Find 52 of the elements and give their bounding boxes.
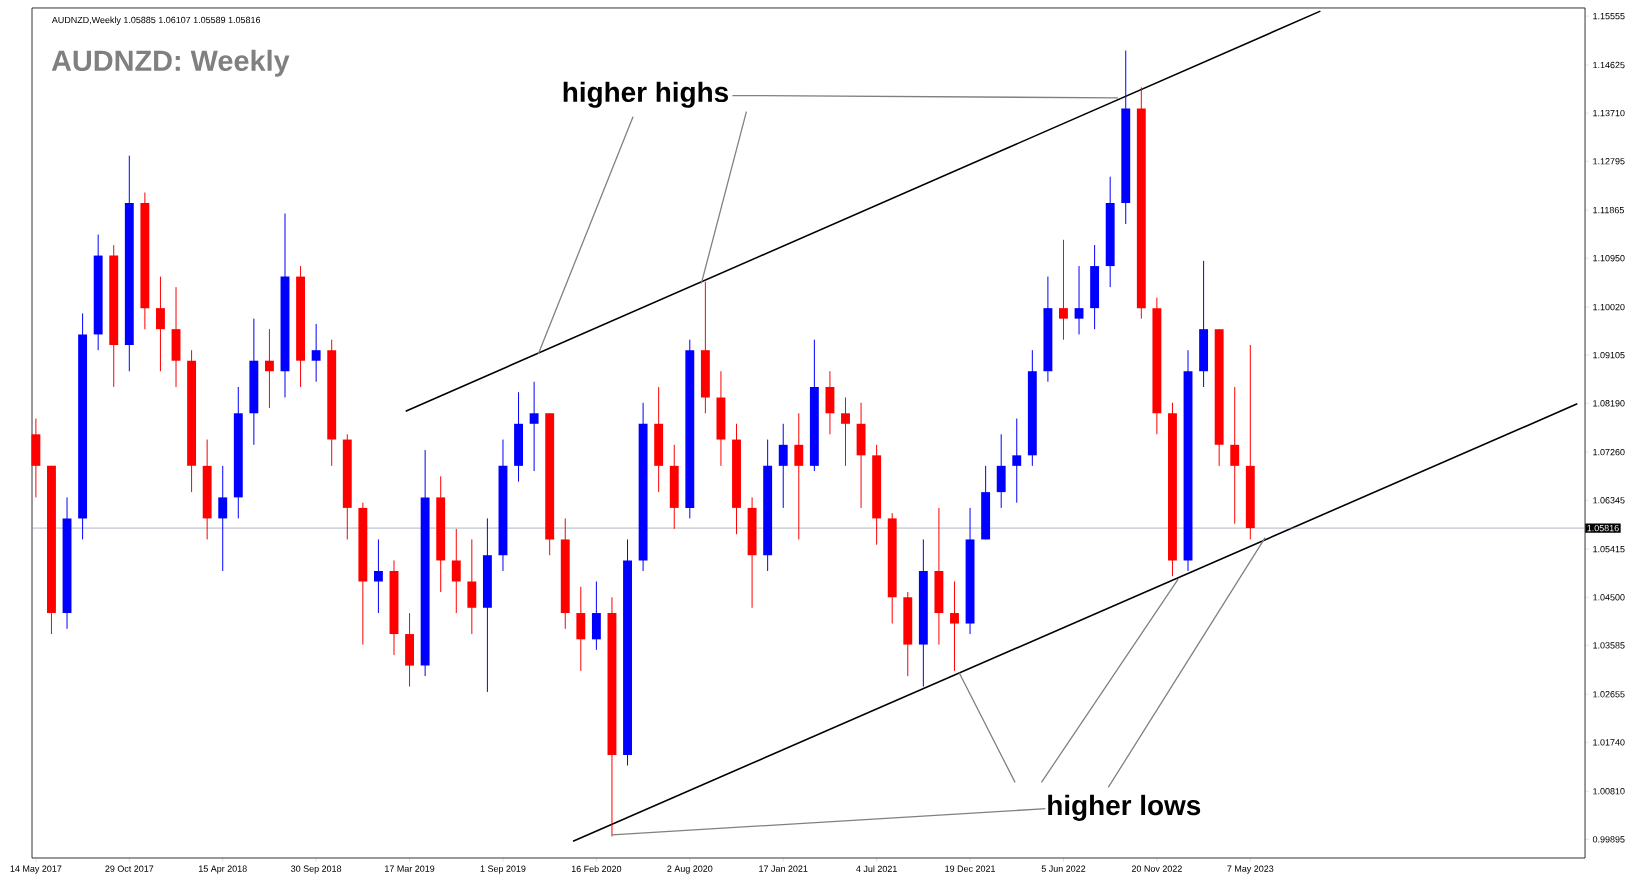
y-tick-label: 1.08190 (1593, 400, 1625, 407)
annotation: AUDNZD,Weekly 1.05885 1.06107 1.05589 1.05816 (51, 16, 261, 25)
y-tick-label: 1.00810 (1593, 788, 1625, 795)
candlestick (841, 397, 850, 467)
y-tick-label: 1.14625 (1593, 61, 1625, 69)
x-tick-label: 14 May 2017 (10, 865, 62, 874)
x-tick-label: 30 Sep 2018 (291, 865, 342, 874)
x-tick-label: 16 Feb 2020 (571, 865, 622, 873)
x-tick-label: 17 Mar 2019 (385, 865, 435, 872)
y-tick-label: 1.03585 (1593, 642, 1625, 649)
y-tick-label: 1.02655 (1593, 691, 1625, 698)
y-tick-label: 1.12795 (1593, 158, 1625, 165)
candlestick (218, 465, 228, 572)
y-tick-label: 1.04500 (1593, 594, 1625, 601)
y-tick-label: 0.99895 (1592, 836, 1625, 843)
candlestick (311, 323, 321, 383)
candlestick (156, 276, 165, 372)
annotation: higher highs (563, 81, 729, 108)
x-tick-label: 1 Sep 2019 (480, 865, 526, 874)
x-tick-label: 4 Jul 2021 (856, 865, 897, 873)
candlestick (264, 328, 274, 409)
ref-line-label: 1.05816 (1587, 524, 1619, 532)
x-tick-label: 15 Apr 2018 (198, 865, 247, 874)
y-tick-label: 1.05415 (1593, 545, 1625, 553)
x-tick-label: 19 Dec 2021 (945, 865, 996, 872)
candlestick (529, 381, 539, 472)
x-tick-label: 17 Jan 2021 (759, 865, 808, 872)
candlestick (950, 580, 959, 672)
y-tick-label: 1.15555 (1593, 13, 1625, 20)
candlestick (794, 412, 804, 540)
candlestick (778, 423, 788, 509)
x-tick-label: 2 Aug 2020 (667, 865, 713, 874)
x-tick-label: 5 Jun 2022 (1041, 865, 1086, 872)
y-tick-label: 1.11865 (1593, 206, 1624, 214)
y-tick-label: 1.10020 (1593, 303, 1625, 311)
candlestick (1059, 239, 1068, 341)
candlestick (1230, 386, 1240, 525)
y-tick-label: 1.10950 (1593, 255, 1625, 262)
y-tick-label: 1.07260 (1593, 449, 1625, 456)
candlestick (1074, 265, 1084, 335)
annotation: higher lows (1048, 794, 1201, 821)
x-tick-label: 20 Nov 2022 (1131, 865, 1182, 872)
x-tick-label: 29 Oct 2017 (105, 865, 154, 872)
y-tick-label: 1.09105 (1593, 352, 1625, 359)
y-tick-label: 1.06345 (1593, 497, 1625, 504)
y-tick-label: 1.13710 (1593, 109, 1625, 117)
candlestick (373, 538, 383, 614)
x-tick-label: 7 May 2023 (1227, 865, 1274, 874)
candlestick (451, 528, 461, 614)
y-tick-label: 1.01740 (1593, 739, 1625, 746)
text: AUDNZD: Weekly (51, 49, 290, 77)
candlestick (1012, 418, 1022, 504)
